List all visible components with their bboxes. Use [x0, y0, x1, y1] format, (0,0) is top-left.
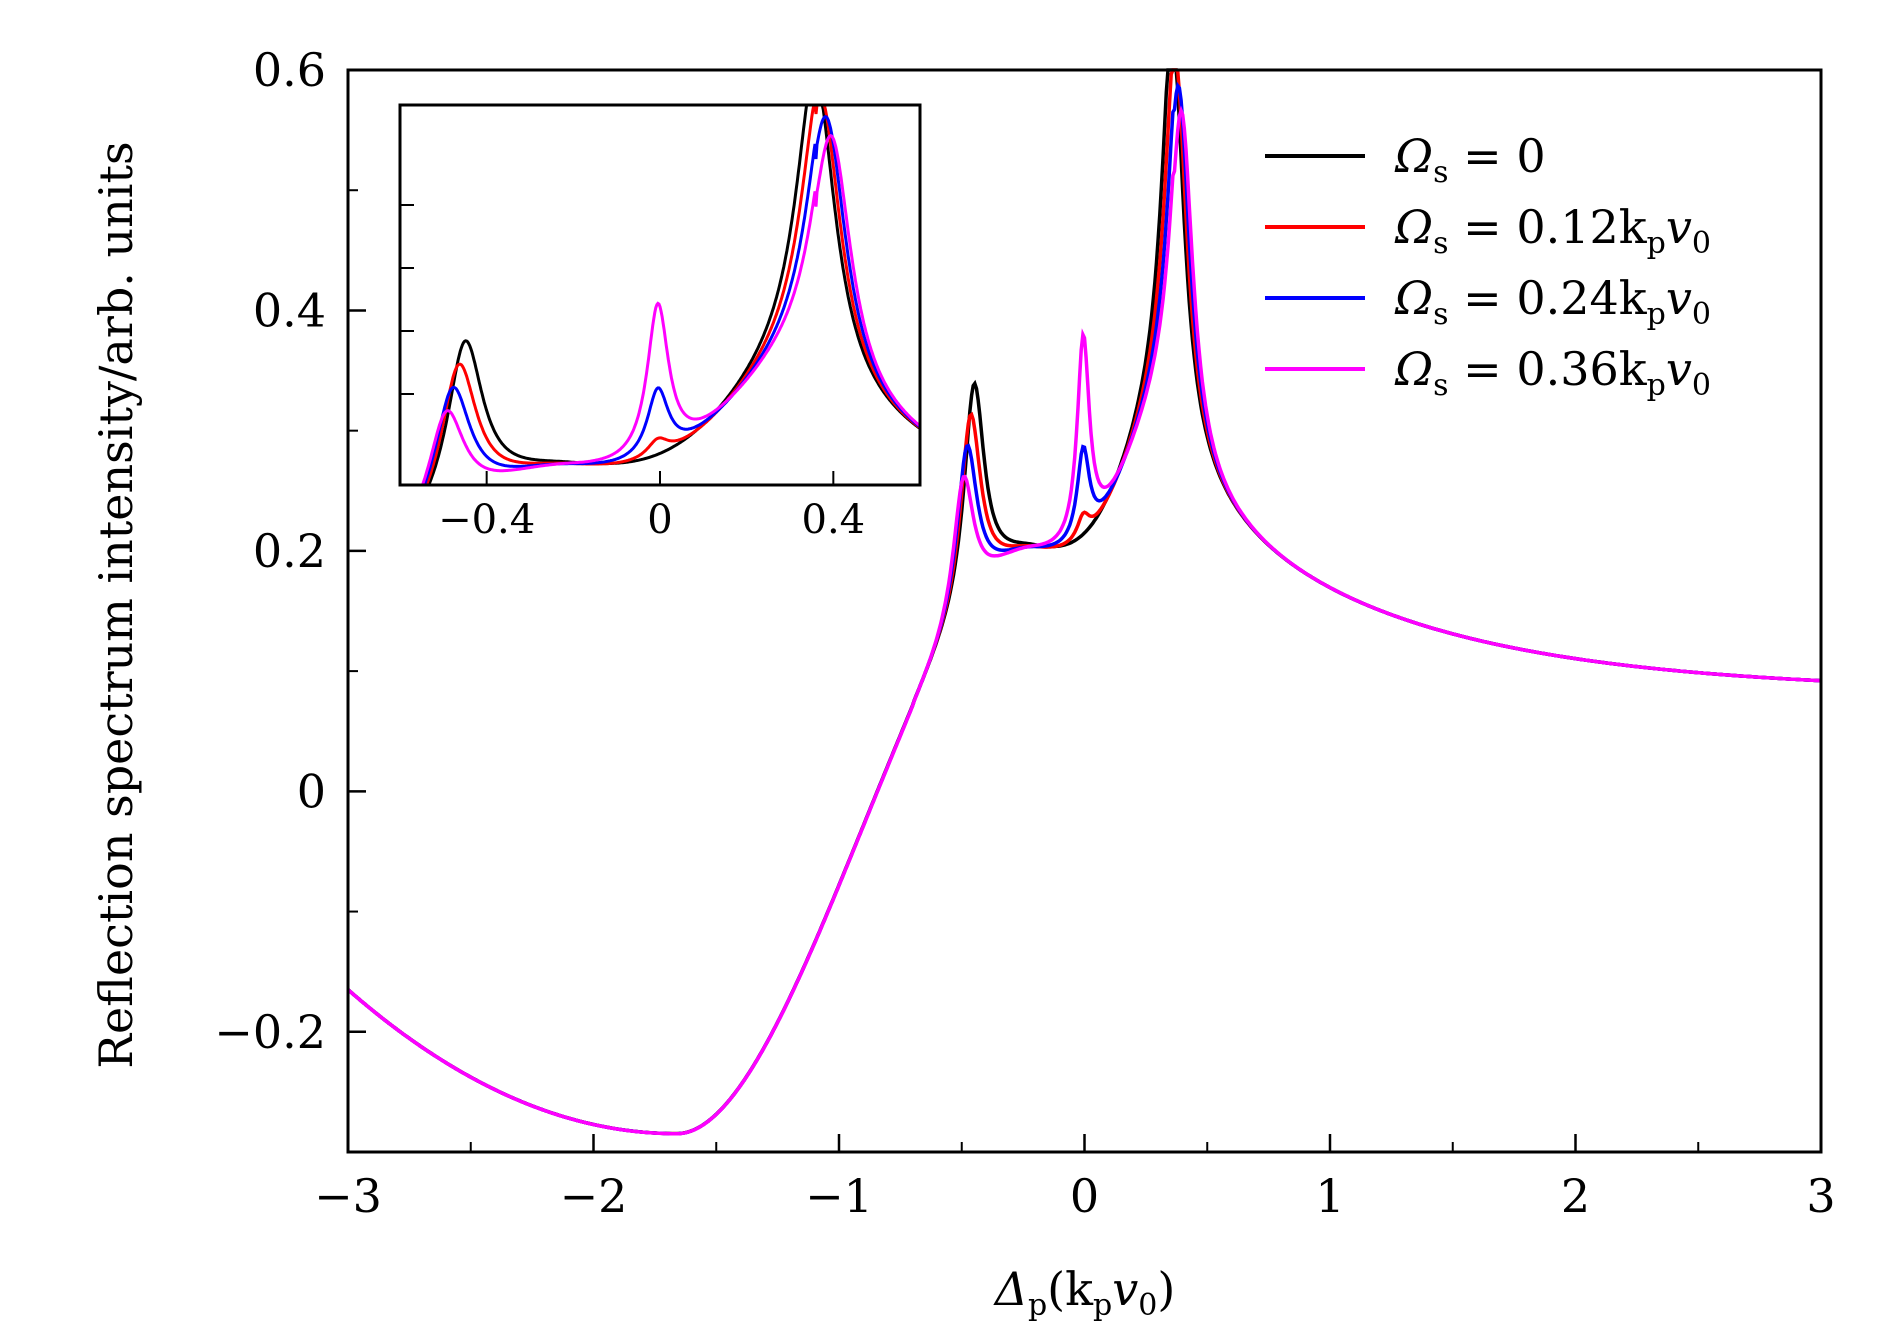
- inset-background: [400, 105, 920, 485]
- y-tick-label-4: 0.6: [253, 43, 326, 97]
- y-tick-label-2: 0.2: [253, 524, 326, 578]
- x-tick-label-0: −3: [314, 1169, 382, 1223]
- y-tick-label-3: 0.4: [253, 283, 326, 337]
- inset-x-tick-label-1: 0: [647, 497, 672, 543]
- x-tick-label-4: 1: [1315, 1169, 1344, 1223]
- inset-ticks: −0.4 0 0.4: [400, 204, 866, 543]
- inset-series-line-1: [400, 103, 921, 487]
- inset-curves: [400, 103, 922, 487]
- x-tick-label-3: 0: [1070, 1169, 1099, 1223]
- x-tick-label-1: −2: [560, 1169, 628, 1223]
- legend-entry-1: Ωs = 0.12kpv0: [1394, 200, 1711, 261]
- x-tick-label-6: 3: [1806, 1169, 1835, 1223]
- inset-series-line-0: [400, 103, 921, 487]
- inset-plot-area: −0.4 0 0.4: [398, 103, 922, 543]
- main-plot-area: −3 −2 −1 0 1 2 3 −0.2 0 0.2 0.4 0.6: [214, 43, 1835, 1223]
- y-tick-label-1: 0: [297, 764, 326, 818]
- legend-entry-2: Ωs = 0.24kpv0: [1394, 271, 1711, 332]
- x-axis-ticks: −3 −2 −1 0 1 2 3: [314, 1134, 1836, 1223]
- y-tick-label-0: −0.2: [214, 1005, 326, 1059]
- x-tick-label-5: 2: [1561, 1169, 1590, 1223]
- inset-series-line-2: [400, 114, 921, 487]
- y-axis-ticks: −0.2 0 0.2 0.4 0.6: [214, 43, 366, 1153]
- legend: Ωs = 0 Ωs = 0.12kpv0 Ωs = 0.24kpv0 Ωs = 0.3…: [1265, 129, 1711, 403]
- inset-x-tick-label-0: −0.4: [438, 497, 535, 543]
- inset-series-line-3: [400, 133, 922, 487]
- series-line-3: [346, 105, 1822, 1136]
- y-axis-label: Reflection spectrum intensity/arb. units: [89, 141, 143, 1068]
- inset-x-tick-label-2: 0.4: [802, 497, 866, 543]
- main-curves: [346, 68, 1822, 1136]
- legend-entry-3: Ωs = 0.36kpv0: [1394, 342, 1711, 403]
- x-tick-label-2: −1: [805, 1169, 873, 1223]
- x-axis-label: Δp(kpv0): [993, 1262, 1176, 1323]
- legend-entry-0: Ωs = 0: [1394, 129, 1546, 190]
